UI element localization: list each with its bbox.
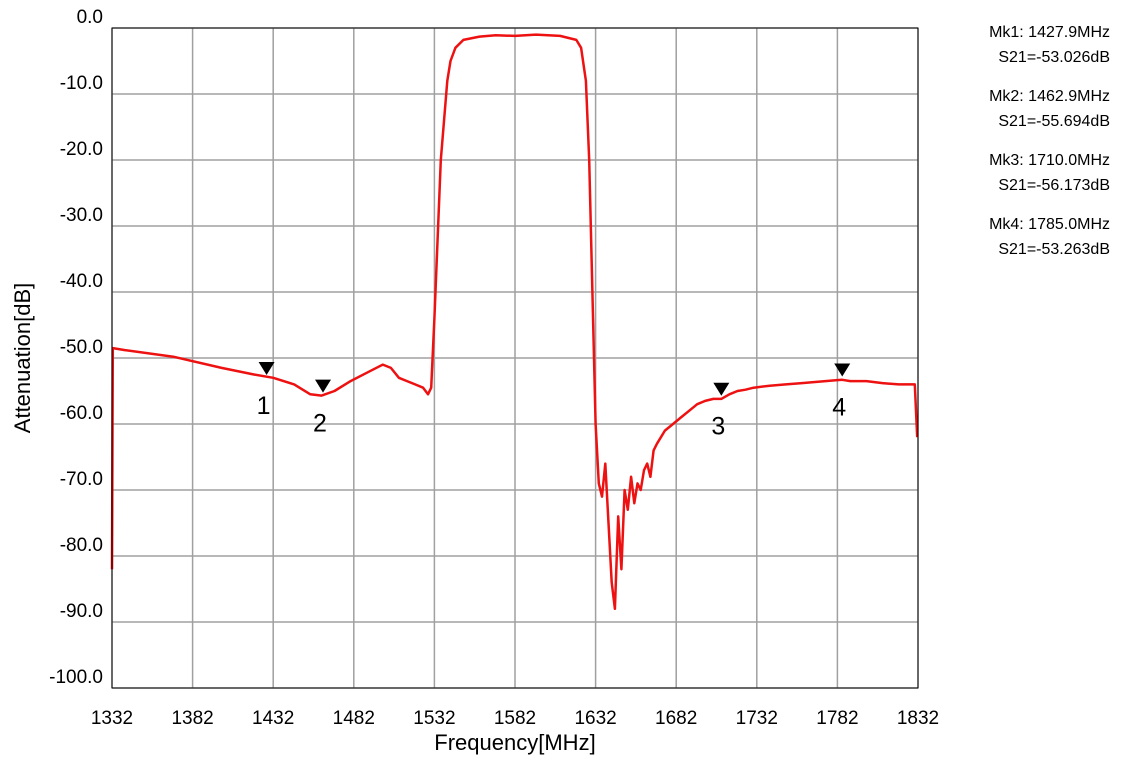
x-tick-label: 1682	[655, 708, 697, 729]
x-tick-labels: 1332 1382 1432 1482 1532 1582 1632 1682 1732 1782…	[91, 708, 939, 729]
x-tick-label: 1432	[252, 708, 294, 729]
x-tick-label: 1532	[413, 708, 455, 729]
y-tick-label: -100.0	[49, 667, 103, 688]
x-tick-label: 1582	[494, 708, 536, 729]
marker-s21-value: S21=-53.263dB	[998, 241, 1110, 258]
y-tick-label: -80.0	[60, 535, 103, 556]
marker-label: 1	[257, 392, 271, 420]
y-tick-label: 0.0	[77, 7, 103, 28]
marker-triangle	[713, 382, 730, 396]
marker-group: 1 2 3 4	[257, 361, 851, 441]
marker-readout: Mk4: 1785.0MHz S21=-53.263dB	[940, 212, 1110, 262]
plot-border	[111, 27, 919, 689]
y-tick-label: -60.0	[60, 403, 103, 424]
y-axis-title: Attenuation[dB]	[10, 283, 35, 433]
marker-s21-value: S21=-53.026dB	[998, 49, 1110, 66]
marker-frequency: Mk4: 1785.0MHz	[989, 216, 1110, 233]
marker-readout-panel: Mk1: 1427.9MHz S21=-53.026dB Mk2: 1462.9MH…	[940, 20, 1110, 276]
marker-readout: Mk1: 1427.9MHz S21=-53.026dB	[940, 20, 1110, 70]
marker-frequency: Mk1: 1427.9MHz	[989, 24, 1110, 41]
y-tick-label: -90.0	[60, 601, 103, 622]
x-tick-label: 1382	[171, 708, 213, 729]
y-tick-label: -40.0	[60, 271, 103, 292]
y-tick-label: -20.0	[60, 139, 103, 160]
marker-s21-value: S21=-56.173dB	[998, 177, 1110, 194]
marker-label: 2	[313, 410, 327, 438]
marker-s21-value: S21=-55.694dB	[998, 113, 1110, 130]
x-tick-label: 1732	[736, 708, 778, 729]
marker-triangle	[258, 361, 275, 375]
marker-triangle	[315, 379, 332, 393]
s21-trace	[110, 33, 919, 611]
marker-frequency: Mk2: 1462.9MHz	[989, 88, 1110, 105]
y-tick-label: -70.0	[60, 469, 103, 490]
x-tick-label: 1782	[816, 708, 858, 729]
marker-frequency: Mk3: 1710.0MHz	[989, 152, 1110, 169]
y-tick-label: -50.0	[60, 337, 103, 358]
x-tick-label: 1832	[897, 708, 939, 729]
marker-triangle	[834, 363, 851, 377]
x-tick-label: 1482	[333, 708, 375, 729]
y-tick-label: -10.0	[60, 73, 103, 94]
marker-readout: Mk3: 1710.0MHz S21=-56.173dB	[940, 148, 1110, 198]
marker-readout: Mk2: 1462.9MHz S21=-55.694dB	[940, 84, 1110, 134]
x-tick-label: 1632	[574, 708, 616, 729]
y-tick-label: -30.0	[60, 205, 103, 226]
y-tick-labels: 0.0 -10.0 -20.0 -30.0 -40.0 -50.0 -60.0 -70.0 -8…	[49, 7, 103, 688]
marker-label: 4	[832, 394, 846, 422]
marker-label: 3	[711, 413, 725, 441]
x-axis-title: Frequency[MHz]	[434, 730, 595, 755]
x-tick-label: 1332	[91, 708, 133, 729]
